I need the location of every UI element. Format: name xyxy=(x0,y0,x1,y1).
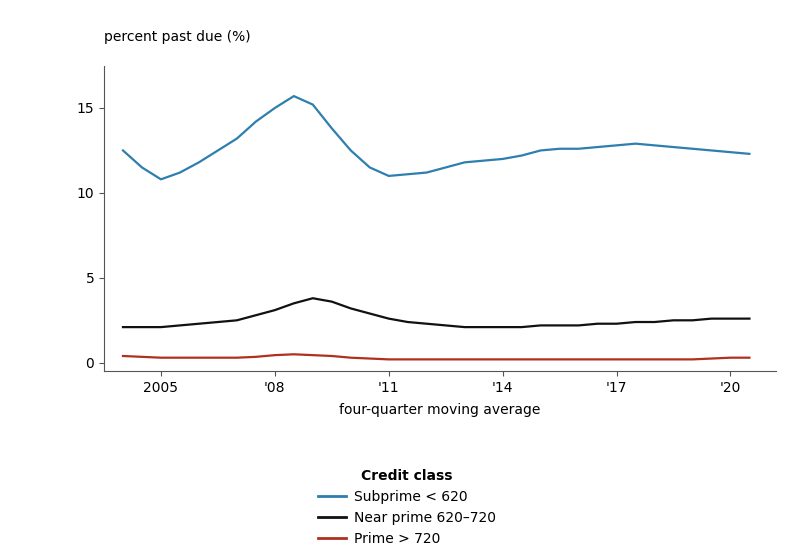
Legend: Subprime < 620, Near prime 620–720, Prime > 720: Subprime < 620, Near prime 620–720, Prim… xyxy=(313,464,502,546)
X-axis label: four-quarter moving average: four-quarter moving average xyxy=(339,403,541,417)
Text: percent past due (%): percent past due (%) xyxy=(104,30,250,44)
